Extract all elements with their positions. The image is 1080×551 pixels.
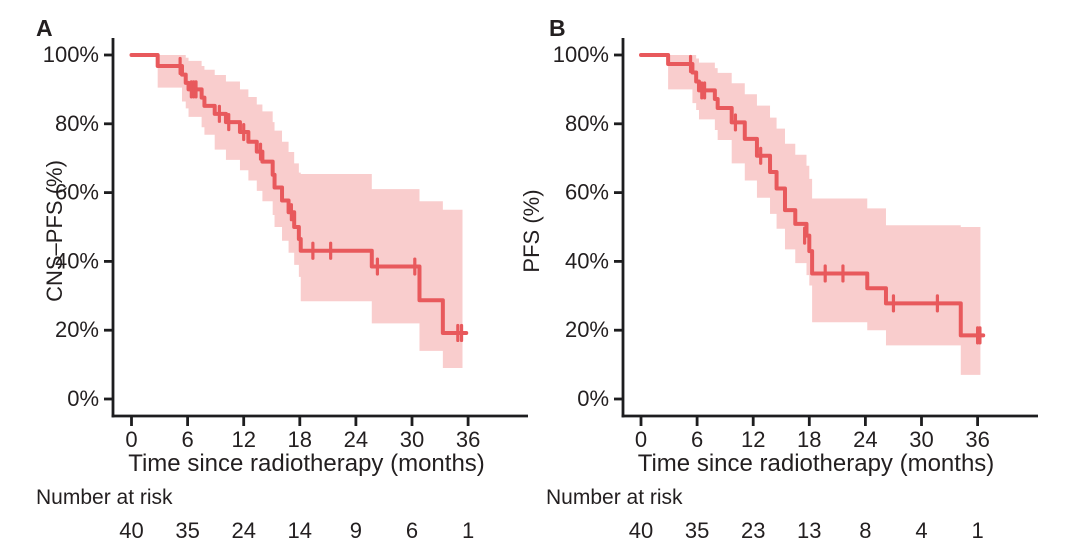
number-at-risk-value: 4 [915,518,927,543]
number-at-risk-value: 1 [462,518,474,543]
confidence-band [131,55,463,369]
y-tick-label: 0% [67,386,99,411]
panel-a [104,38,528,426]
number-at-risk-value: 13 [797,518,821,543]
number-at-risk-value: 9 [350,518,362,543]
y-tick-label: 60% [55,180,99,205]
x-tick-label: 18 [797,427,821,452]
panel-b [614,38,1038,426]
number-at-risk-value: 14 [288,518,312,543]
x-tick-label: 12 [741,427,765,452]
number-at-risk-value: 40 [119,518,143,543]
y-tick-label: 80% [565,111,609,136]
number-at-risk-value: 23 [741,518,765,543]
y-axis-title: PFS (%) [519,189,544,272]
number-at-risk-value: 35 [175,518,199,543]
panel-letter: B [549,15,566,41]
number-at-risk-value: 8 [859,518,871,543]
number-at-risk-value: 35 [685,518,709,543]
panel-letter: A [36,15,53,41]
y-tick-label: 60% [565,180,609,205]
y-tick-label: 40% [55,248,99,273]
x-axis-title: Time since radiotherapy (months) [128,450,485,477]
number-at-risk-value: 6 [406,518,418,543]
x-tick-label: 36 [456,427,480,452]
confidence-band [641,55,981,375]
x-tick-label: 30 [400,427,424,452]
number-at-risk-value: 1 [971,518,983,543]
x-tick-label: 12 [231,427,255,452]
x-tick-label: 24 [344,427,368,452]
y-tick-label: 100% [553,42,609,67]
y-axis-title: CNS–PFS (%) [42,160,67,302]
x-tick-label: 18 [288,427,312,452]
y-tick-label: 20% [565,317,609,342]
number-at-risk-value: 40 [629,518,653,543]
x-tick-label: 0 [635,427,647,452]
y-tick-label: 80% [55,111,99,136]
x-tick-label: 6 [691,427,703,452]
y-tick-label: 20% [55,317,99,342]
x-tick-label: 6 [181,427,193,452]
km-curve [639,53,986,338]
x-tick-label: 0 [125,427,137,452]
number-at-risk-value: 24 [231,518,255,543]
x-tick-label: 36 [965,427,989,452]
y-tick-label: 40% [565,248,609,273]
y-tick-label: 0% [577,386,609,411]
y-tick-label: 100% [43,42,99,67]
number-at-risk-label: Number at risk [546,486,683,509]
x-tick-label: 24 [853,427,877,452]
number-at-risk-label: Number at risk [36,486,173,509]
x-tick-label: 30 [909,427,933,452]
x-axis-title: Time since radiotherapy (months) [638,450,995,477]
